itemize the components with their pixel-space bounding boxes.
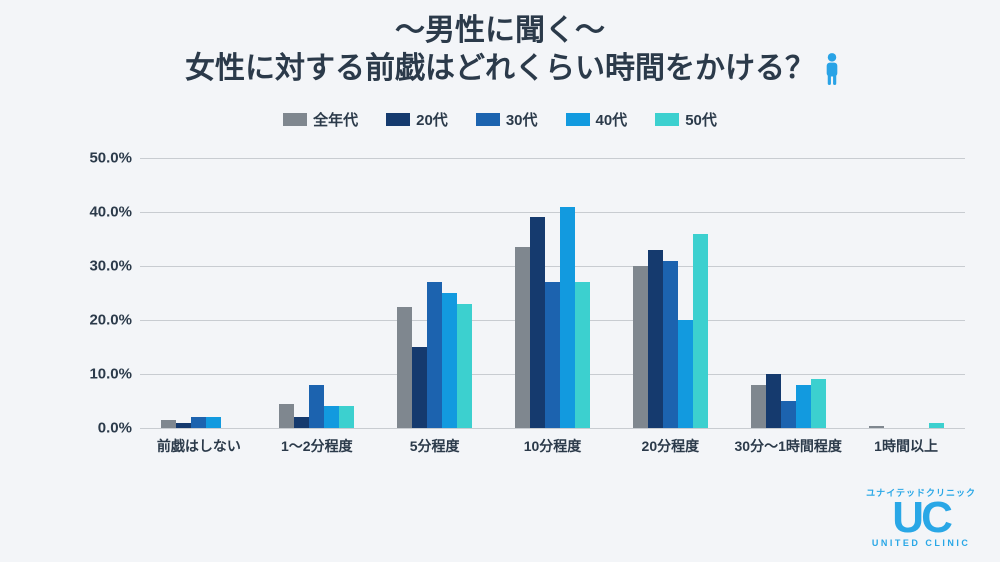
bar [294,417,309,428]
man-icon [817,52,847,86]
bar [796,385,811,428]
bar [575,282,590,428]
bar [811,379,826,428]
y-axis-label: 0.0% [60,420,132,437]
bar [766,374,781,428]
bar [206,417,221,428]
legend-item: 30代 [476,109,538,130]
legend-swatch [655,113,679,126]
legend-item: 20代 [386,109,448,130]
bar [693,234,708,428]
bar [648,250,663,428]
x-axis-label: 10分程度 [524,436,582,456]
x-axis-label: 5分程度 [410,436,460,456]
bar [515,247,530,428]
bar [678,320,693,428]
bar [397,307,412,429]
bar [176,423,191,428]
gridline [140,158,965,159]
gridline [140,428,965,429]
bar [545,282,560,428]
bar [869,426,884,428]
legend: 全年代 20代 30代 40代 50代 [0,109,1000,130]
bar [929,423,944,428]
bar [339,406,354,428]
legend-swatch [566,113,590,126]
bar [161,420,176,428]
chart-title: ～男性に聞く～ 女性に対する前戯はどれくらい時間をかける？ [0,0,1000,87]
bar [191,417,206,428]
bar [560,207,575,428]
x-axis-label: 20分程度 [642,436,700,456]
x-axis-label: 1時間以上 [874,436,938,456]
legend-swatch [476,113,500,126]
bar [279,404,294,428]
legend-item: 40代 [566,109,628,130]
logo-en: UNITED CLINIC [866,538,976,548]
bar [442,293,457,428]
legend-label: 40代 [596,109,628,130]
legend-swatch [386,113,410,126]
gridline [140,212,965,213]
x-axis-label: 1～2分程度 [281,436,353,456]
y-axis-label: 20.0% [60,312,132,329]
gridline [140,266,965,267]
bar [309,385,324,428]
bar [663,261,678,428]
x-axis-label: 前戯はしない [157,436,241,456]
brand-logo: ユナイテッドクリニック UC UNITED CLINIC [866,486,976,548]
y-axis-label: 40.0% [60,204,132,221]
chart: 0.0%10.0%20.0%30.0%40.0%50.0% 前戯はしない1～2分… [60,158,965,468]
bar [457,304,472,428]
bar [781,401,796,428]
logo-mark: UC [866,499,976,536]
x-axis-label: 30分～1時間程度 [735,436,842,456]
y-axis-label: 30.0% [60,258,132,275]
bar [530,217,545,428]
legend-label: 20代 [416,109,448,130]
y-axis-label: 50.0% [60,150,132,167]
bar [412,347,427,428]
bar [633,266,648,428]
bar [427,282,442,428]
legend-label: 全年代 [313,109,358,130]
legend-label: 30代 [506,109,538,130]
bar [751,385,766,428]
title-line-1: ～男性に聞く～ [395,12,605,50]
legend-swatch [283,113,307,126]
legend-label: 50代 [685,109,717,130]
plot-area [140,158,965,428]
y-axis-label: 10.0% [60,366,132,383]
title-line-2: 女性に対する前戯はどれくらい時間をかける？ [185,50,815,88]
legend-item: 全年代 [283,109,358,130]
bar [324,406,339,428]
legend-item: 50代 [655,109,717,130]
